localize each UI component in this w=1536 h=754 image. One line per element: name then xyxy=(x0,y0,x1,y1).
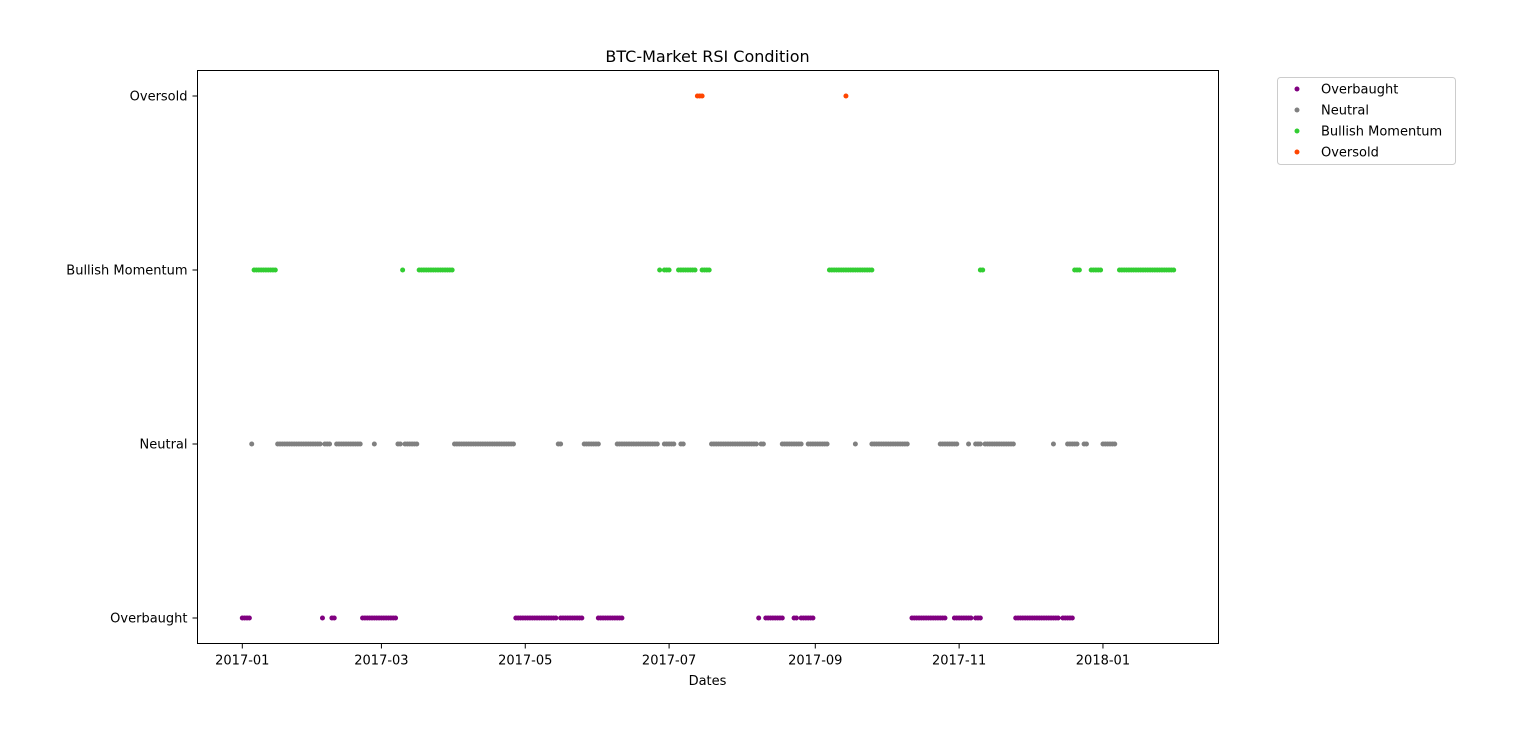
data-point xyxy=(619,615,625,621)
data-point xyxy=(331,615,337,621)
data-point xyxy=(249,441,255,447)
data-point xyxy=(654,441,660,447)
x-tick-label: 2017-11 xyxy=(932,654,986,669)
data-point xyxy=(1069,615,1075,621)
data-point xyxy=(977,441,983,447)
data-point xyxy=(706,267,712,273)
data-point xyxy=(1083,441,1089,447)
data-point xyxy=(980,267,986,273)
legend-label: Overbaught xyxy=(1321,83,1398,98)
x-tick-label: 2017-03 xyxy=(354,654,408,669)
data-point xyxy=(371,441,377,447)
data-point xyxy=(449,267,455,273)
series-0 xyxy=(239,615,1075,621)
y-tick-label: Overbaught xyxy=(110,612,187,627)
legend-marker xyxy=(1294,128,1300,134)
data-point xyxy=(397,441,403,447)
chart-title: BTC-Market RSI Condition xyxy=(605,47,809,66)
data-point xyxy=(510,441,516,447)
data-point xyxy=(272,267,278,273)
legend-marker xyxy=(1294,149,1300,155)
data-point xyxy=(966,441,972,447)
data-point xyxy=(699,93,705,99)
data-point xyxy=(1076,267,1082,273)
data-point xyxy=(246,615,252,621)
data-point xyxy=(327,441,333,447)
x-tick-label: 2017-05 xyxy=(498,654,552,669)
data-point xyxy=(824,441,830,447)
x-axis: 2017-01 2017-03 2017-05 2017-07 2017-09 2017-… xyxy=(215,643,1130,669)
data-point xyxy=(798,441,804,447)
data-point xyxy=(954,441,960,447)
plot-frame xyxy=(197,70,1219,644)
data-point xyxy=(400,267,406,273)
data-point xyxy=(793,615,799,621)
data-point xyxy=(968,615,974,621)
legend-marker xyxy=(1294,86,1300,92)
data-point xyxy=(393,615,399,621)
data-point xyxy=(942,615,948,621)
y-tick-label: Bullish Momentum xyxy=(66,264,187,279)
x-tick-label: 2017-07 xyxy=(642,654,696,669)
y-tick-label: Oversold xyxy=(130,90,188,105)
data-point xyxy=(558,441,564,447)
data-point xyxy=(843,93,849,99)
y-tick-label: Neutral xyxy=(140,438,188,453)
series-3 xyxy=(694,93,849,99)
legend-box xyxy=(1277,77,1456,165)
data-point xyxy=(1112,441,1118,447)
data-point xyxy=(1171,267,1177,273)
data-point xyxy=(319,615,325,621)
data-point xyxy=(1074,441,1080,447)
scatter-marks xyxy=(239,93,1177,621)
data-point xyxy=(1010,441,1016,447)
data-point xyxy=(357,441,363,447)
data-point xyxy=(595,441,601,447)
data-point xyxy=(657,267,663,273)
data-point xyxy=(680,441,686,447)
data-point xyxy=(977,615,983,621)
data-point xyxy=(317,441,323,447)
x-axis-label: Dates xyxy=(689,674,727,689)
data-point xyxy=(810,615,816,621)
data-point xyxy=(1098,267,1104,273)
data-point xyxy=(852,441,858,447)
legend-label: Oversold xyxy=(1321,146,1379,161)
x-tick-label: 2017-09 xyxy=(788,654,842,669)
series-1 xyxy=(249,441,1118,447)
legend-marker xyxy=(1294,107,1300,113)
legend: Overbaught Neutral Bullish Momentum Oversol… xyxy=(1277,77,1456,165)
data-point xyxy=(1050,441,1056,447)
series-2 xyxy=(251,267,1177,273)
data-point xyxy=(692,267,698,273)
data-point xyxy=(671,441,677,447)
data-point xyxy=(579,615,585,621)
x-tick-label: 2017-01 xyxy=(215,654,269,669)
data-point xyxy=(553,615,559,621)
y-axis: Overbaught Neutral Bullish Momentum Oversol… xyxy=(66,90,198,627)
data-point xyxy=(753,441,759,447)
data-point xyxy=(756,615,762,621)
data-point xyxy=(904,441,910,447)
x-tick-label: 2018-01 xyxy=(1076,654,1130,669)
legend-label: Neutral xyxy=(1321,104,1369,119)
legend-label: Bullish Momentum xyxy=(1321,125,1442,140)
data-point xyxy=(779,615,785,621)
data-point xyxy=(414,441,420,447)
data-point xyxy=(869,267,875,273)
data-point xyxy=(666,267,672,273)
data-point xyxy=(1055,615,1061,621)
data-point xyxy=(760,441,766,447)
